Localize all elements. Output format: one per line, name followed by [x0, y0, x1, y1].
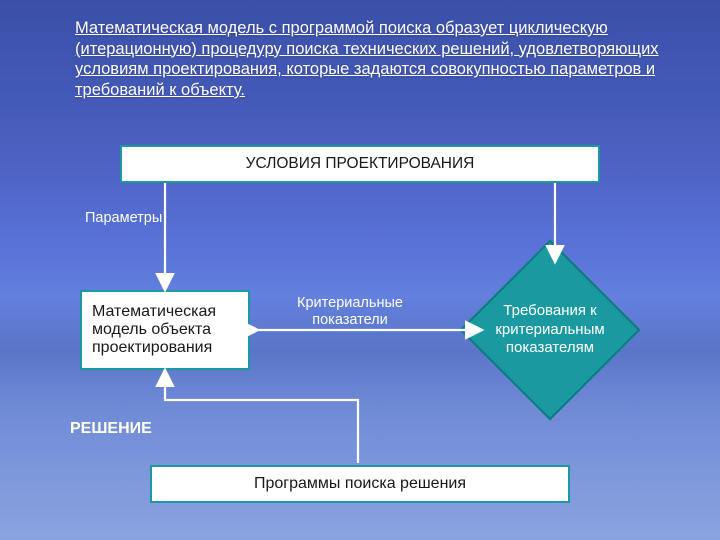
label-solution: РЕШЕНИЕ — [70, 420, 152, 438]
box-programs: Программы поиска решения — [150, 465, 570, 503]
box-programs-text: Программы поиска решения — [254, 475, 466, 493]
label-criteria: Критериальные показатели — [290, 295, 410, 330]
box-conditions-text: УСЛОВИЯ ПРОЕКТИРОВАНИЯ — [246, 155, 475, 173]
box-conditions: УСЛОВИЯ ПРОЕКТИРОВАНИЯ — [120, 145, 600, 183]
box-model-text: Математическая модель объекта проектиров… — [92, 303, 238, 357]
diamond-requirements-text: Требования к критериальным показателям — [466, 295, 634, 365]
intro-paragraph: Математическая модель с программой поиск… — [0, 0, 720, 101]
box-model: Математическая модель объекта проектиров… — [80, 290, 250, 370]
label-params: Параметры — [85, 210, 162, 226]
